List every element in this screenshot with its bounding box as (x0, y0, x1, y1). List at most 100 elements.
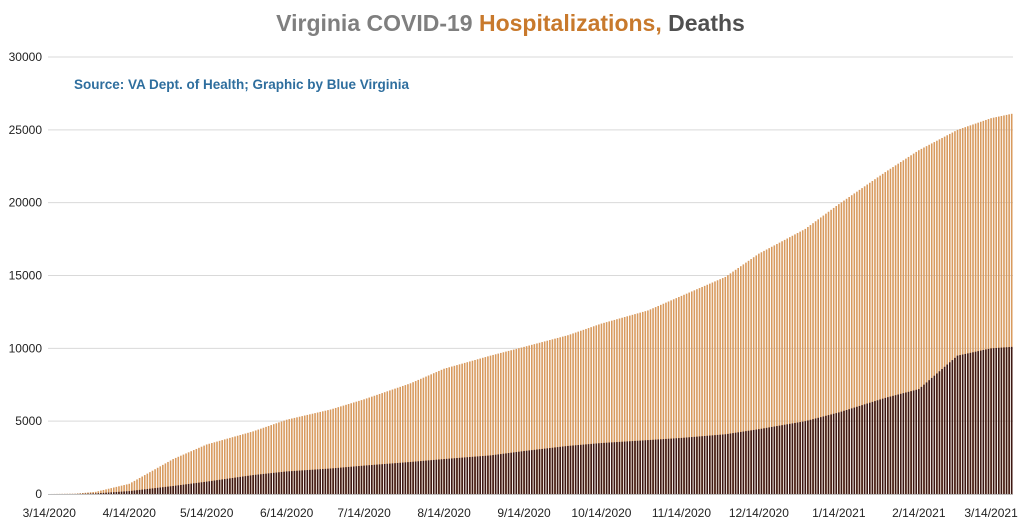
hospitalizations-bar (796, 233, 799, 494)
hospitalizations-bar (471, 360, 474, 494)
hospitalizations-bar (838, 204, 840, 494)
deaths-bar (500, 454, 502, 494)
deaths-bar (1003, 347, 1005, 494)
deaths-bar (745, 431, 747, 494)
hospitalizations-bar (481, 357, 484, 494)
hospitalizations-bar (311, 413, 314, 494)
deaths-bar (394, 463, 396, 494)
hospitalizations-bar (386, 391, 389, 494)
hospitalizations-bar (412, 382, 414, 494)
hospitalizations-bar (133, 480, 136, 494)
deaths-bar (226, 478, 229, 494)
hospitalizations-bar (585, 328, 587, 494)
deaths-bar (536, 449, 538, 494)
deaths-bar (910, 391, 912, 494)
hospitalizations-bar (118, 486, 120, 494)
hospitalizations-bar (554, 338, 556, 494)
hospitalizations-bar (582, 329, 585, 494)
hospitalizations-bar (265, 426, 267, 494)
deaths-bar (907, 391, 910, 494)
hospitalizations-series (51, 113, 1013, 495)
x-tick-label: 12/14/2020 (729, 506, 789, 520)
hospitalizations-bar (376, 394, 378, 494)
deaths-bar (229, 478, 231, 494)
hospitalizations-bar (789, 237, 791, 494)
deaths-bar (830, 414, 832, 494)
deaths-bar (956, 355, 959, 494)
deaths-bar (546, 448, 549, 494)
hospitalizations-bar (422, 377, 425, 494)
deaths-bar (285, 471, 288, 494)
hospitalizations-bar (239, 435, 242, 494)
deaths-bar (817, 417, 819, 494)
deaths-bar (598, 443, 600, 494)
hospitalizations-bar (951, 132, 954, 495)
hospitalizations-bar (345, 404, 347, 494)
deaths-bar (770, 426, 773, 494)
hospitalizations-bar (347, 404, 350, 494)
hospitalizations-bar (334, 407, 337, 494)
hospitalizations-bar (303, 415, 306, 494)
hospitalizations-bar (631, 314, 634, 494)
deaths-bar (502, 453, 505, 494)
deaths-bar (383, 463, 386, 494)
deaths-bar (543, 448, 546, 494)
hospitalizations-bar (505, 351, 507, 494)
hospitalizations-bar (229, 437, 231, 494)
deaths-bar (378, 464, 381, 494)
deaths-bar (262, 473, 265, 494)
hospitalizations-bar (123, 485, 125, 494)
hospitalizations-bar (399, 386, 401, 494)
deaths-bar (610, 442, 613, 494)
hospitalizations-bar (569, 334, 572, 494)
hospitalizations-bar (389, 390, 391, 494)
deaths-bar (807, 420, 809, 494)
hospitalizations-bar (469, 361, 471, 494)
hospitalizations-bar (853, 193, 856, 495)
deaths-bar (332, 468, 334, 494)
deaths-bar (187, 483, 190, 494)
hospitalizations-bar (383, 392, 386, 494)
deaths-bar (316, 469, 319, 494)
deaths-bar (1005, 347, 1008, 494)
hospitalizations-bar (149, 472, 151, 494)
hospitalizations-bar (427, 375, 430, 494)
deaths-bar (162, 487, 164, 494)
hospitalizations-bar (662, 303, 665, 494)
deaths-bar (990, 348, 992, 494)
hospitalizations-bar (647, 310, 649, 494)
hospitalizations-bar (291, 418, 293, 494)
hospitalizations-bar (933, 142, 936, 494)
deaths-bar (688, 437, 690, 494)
hospitalizations-bar (211, 443, 213, 494)
deaths-bar (306, 470, 309, 494)
deaths-bar (396, 462, 399, 494)
hospitalizations-bar (907, 156, 910, 494)
x-tick-label: 3/14/2021 (964, 506, 1018, 520)
hospitalizations-bar (559, 337, 561, 494)
hospitalizations-bar (549, 340, 551, 494)
deaths-bar (776, 426, 778, 494)
deaths-bar (301, 470, 303, 494)
hospitalizations-bar (636, 313, 639, 494)
hospitalizations-bar (252, 431, 254, 494)
chart-title: Virginia COVID-19 Hospitalizations, Deat… (0, 10, 1021, 37)
hospitalizations-bar (768, 248, 770, 494)
hospitalizations-bar (561, 336, 564, 494)
deaths-bar (133, 490, 136, 494)
deaths-bar (492, 455, 494, 494)
deaths-bar (102, 492, 105, 494)
hospitalizations-bar (154, 469, 156, 494)
deaths-bar (933, 375, 936, 494)
deaths-bar (141, 489, 143, 494)
hospitalizations-bar (641, 311, 644, 494)
deaths-bar (721, 434, 724, 494)
deaths-bar (198, 482, 200, 494)
deaths-bar (567, 445, 569, 494)
hospitalizations-bar (404, 385, 407, 494)
hospitalizations-bar (781, 241, 783, 494)
deaths-bar (711, 435, 714, 494)
deaths-bar (660, 439, 662, 494)
deaths-bar (234, 477, 236, 494)
deaths-bar (164, 486, 167, 494)
